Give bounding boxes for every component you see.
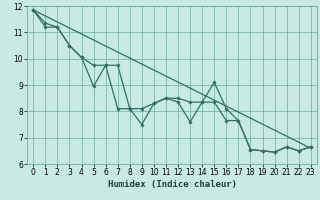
X-axis label: Humidex (Indice chaleur): Humidex (Indice chaleur) — [108, 180, 236, 189]
